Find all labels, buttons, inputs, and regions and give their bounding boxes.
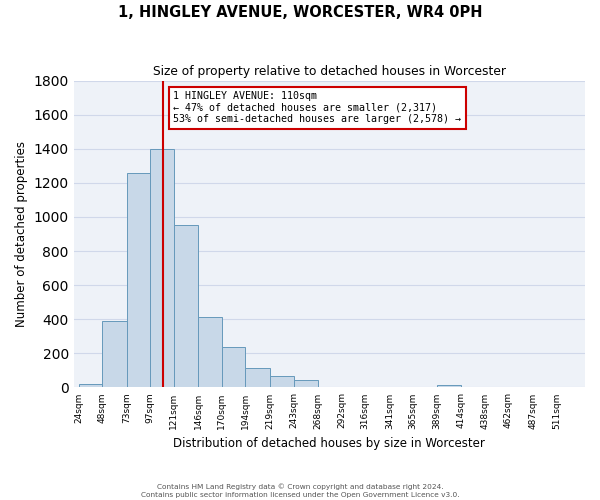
Text: Contains HM Land Registry data © Crown copyright and database right 2024.
Contai: Contains HM Land Registry data © Crown c… — [140, 484, 460, 498]
Bar — [102, 321, 127, 388]
Bar — [270, 376, 293, 388]
Bar — [293, 380, 318, 388]
Bar — [199, 316, 222, 388]
Bar — [437, 385, 461, 388]
Text: 1 HINGLEY AVENUE: 110sqm
← 47% of detached houses are smaller (2,317)
53% of sem: 1 HINGLEY AVENUE: 110sqm ← 47% of detach… — [173, 92, 461, 124]
Text: 1, HINGLEY AVENUE, WORCESTER, WR4 0PH: 1, HINGLEY AVENUE, WORCESTER, WR4 0PH — [118, 5, 482, 20]
X-axis label: Distribution of detached houses by size in Worcester: Distribution of detached houses by size … — [173, 437, 485, 450]
Bar — [127, 172, 150, 388]
Title: Size of property relative to detached houses in Worcester: Size of property relative to detached ho… — [153, 65, 506, 78]
Bar — [245, 368, 270, 388]
Bar — [79, 384, 102, 388]
Bar — [150, 149, 174, 388]
Bar — [174, 226, 199, 388]
Y-axis label: Number of detached properties: Number of detached properties — [15, 141, 28, 327]
Bar — [222, 348, 245, 388]
